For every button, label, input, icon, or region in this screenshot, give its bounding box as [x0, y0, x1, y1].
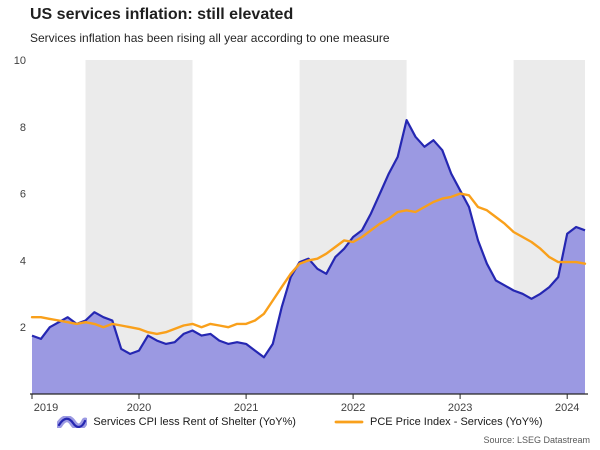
svg-text:2023: 2023 [448, 402, 472, 414]
source-credit: Source: LSEG Datastream [483, 435, 590, 445]
svg-text:2019: 2019 [34, 402, 58, 414]
svg-text:2022: 2022 [341, 402, 365, 414]
svg-text:2020: 2020 [127, 402, 151, 414]
legend-label-pce: PCE Price Index - Services (YoY%) [369, 416, 543, 428]
svg-text:4: 4 [20, 255, 26, 267]
legend-label-cpi: Services CPI less Rent of Shelter (YoY%) [93, 416, 296, 428]
svg-text:8: 8 [20, 122, 26, 134]
page-subtitle: Services inflation has been rising all y… [30, 31, 390, 45]
legend-item-cpi: Services CPI less Rent of Shelter (YoY%) [57, 416, 296, 428]
inflation-chart: 2019 2020 2021 2022 2023 2024 2 4 6 8 10 [14, 55, 588, 414]
page-title: US services inflation: still elevated [30, 6, 294, 23]
svg-text:2021: 2021 [234, 402, 258, 414]
svg-text:6: 6 [20, 189, 26, 201]
svg-text:10: 10 [14, 55, 26, 67]
svg-text:2: 2 [20, 322, 26, 334]
pce-line-swatch-icon [334, 420, 364, 424]
cpi-area-swatch-icon [57, 416, 88, 428]
chart-legend: Services CPI less Rent of Shelter (YoY%)… [0, 416, 600, 428]
svg-text:2024: 2024 [555, 402, 579, 414]
legend-item-pce: PCE Price Index - Services (YoY%) [334, 416, 543, 428]
